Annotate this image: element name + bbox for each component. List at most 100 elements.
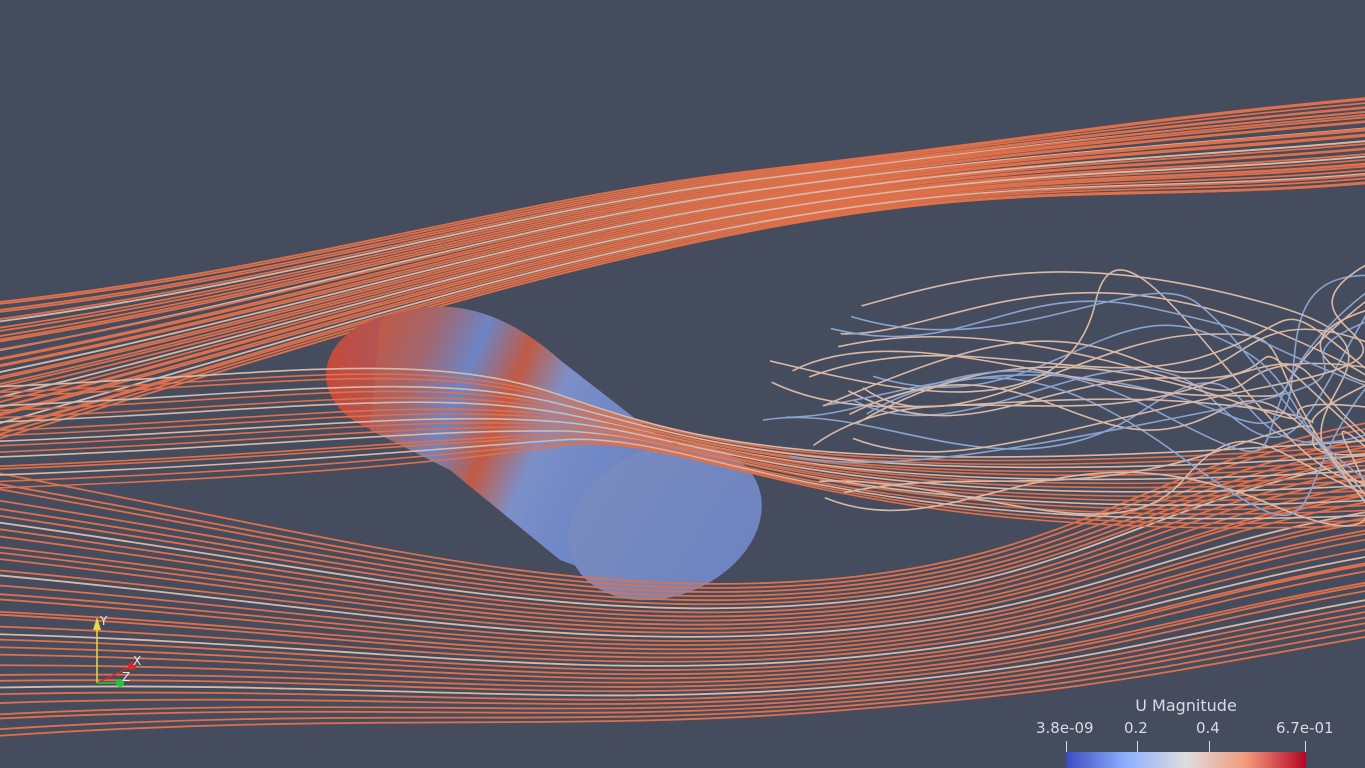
streamline-upper xyxy=(0,182,1365,440)
streamline-wake xyxy=(848,355,1365,442)
x-axis-label: X xyxy=(133,654,142,668)
streamline-lower xyxy=(0,517,1365,643)
streamline-upper xyxy=(0,163,1365,409)
streamline-lower xyxy=(0,616,1365,716)
legend-tick-min: 3.8e-09 xyxy=(1036,719,1094,737)
legend-tick-0-2: 0.2 xyxy=(1124,719,1148,737)
streamline-upper xyxy=(0,155,1365,398)
streamline-wrap xyxy=(0,385,1365,469)
legend-color-bar xyxy=(1066,752,1306,768)
streamline-lower xyxy=(0,494,1365,630)
x-axis-cone xyxy=(128,662,136,670)
legend-tick-0-4: 0.4 xyxy=(1196,719,1220,737)
x-axis-line xyxy=(96,665,133,684)
streamline-lower xyxy=(0,475,1365,618)
streamline-lower xyxy=(0,611,1365,705)
streamline-wrap xyxy=(0,401,1365,481)
streamline-lower xyxy=(0,457,1365,606)
streamline-wake xyxy=(813,363,1365,446)
streamline-upper xyxy=(0,140,1365,368)
streamline-lower xyxy=(0,636,1365,737)
streamline-wrap xyxy=(0,443,1365,529)
streamline-lower xyxy=(0,468,1365,614)
streamline-upper xyxy=(0,165,1365,415)
streamline-lower xyxy=(0,562,1365,671)
streamline-wrap xyxy=(0,417,1365,493)
streamline-upper xyxy=(0,110,1365,329)
streamline-upper xyxy=(0,98,1365,305)
streamline-wake xyxy=(851,292,1365,480)
z-axis-cone xyxy=(116,679,124,687)
streamline-upper xyxy=(0,162,1365,408)
body-end-cap xyxy=(568,443,762,601)
streamline-wrap xyxy=(0,373,1365,462)
streamline-wrap xyxy=(0,435,1365,515)
streamline-lower xyxy=(0,533,1365,655)
streamline-wake xyxy=(866,274,1365,424)
streamlines-background xyxy=(0,97,1365,440)
streamline-wrap xyxy=(0,413,1365,489)
streamline-upper xyxy=(0,181,1365,436)
tick-mark xyxy=(1209,741,1210,752)
streamline-lower xyxy=(0,511,1365,638)
streamline-upper xyxy=(0,127,1365,351)
streamline-wake xyxy=(852,264,1365,453)
legend-tick-max: 6.7e-01 xyxy=(1276,719,1334,737)
tick-mark xyxy=(1137,741,1138,752)
streamline-upper xyxy=(0,153,1365,388)
streamline-upper xyxy=(0,116,1365,337)
streamline-wrap xyxy=(0,440,1365,525)
y-axis-label: Y xyxy=(100,614,108,628)
streamline-upper xyxy=(0,148,1365,385)
streamline-wake xyxy=(824,430,1365,527)
legend-title: U Magnitude xyxy=(1135,696,1237,715)
streamline-wrap xyxy=(0,430,1365,506)
streamline-lower xyxy=(0,538,1365,659)
streamline-lower xyxy=(0,564,1365,676)
streamline-lower xyxy=(0,622,1365,720)
streamline-upper xyxy=(0,158,1365,403)
tick-mark xyxy=(1066,741,1067,752)
streamline-lower xyxy=(0,605,1365,701)
streamline-wake xyxy=(830,300,1365,387)
streamline-wrap xyxy=(0,367,1365,458)
streamline-wrap xyxy=(0,421,1365,498)
streamline-lower xyxy=(0,599,1365,697)
streamline-lower xyxy=(0,581,1365,684)
streamline-lower xyxy=(0,460,1365,610)
streamline-wrap xyxy=(0,377,1365,466)
streamline-upper xyxy=(0,169,1365,417)
streamline-lower xyxy=(0,590,1365,693)
streamline-upper xyxy=(0,177,1365,431)
streamline-lower xyxy=(0,629,1365,731)
streamline-wrap xyxy=(0,426,1365,502)
streamline-upper xyxy=(0,140,1365,373)
streamline-wake xyxy=(823,328,1365,407)
streamline-wrap xyxy=(0,397,1365,477)
streamline-upper xyxy=(0,97,1365,303)
streamline-wake xyxy=(862,333,1365,504)
streamline-wake xyxy=(769,269,1365,484)
streamline-lower xyxy=(0,422,1365,585)
streamline-wake xyxy=(771,381,1365,424)
streamline-lower xyxy=(0,548,1365,663)
streamline-wrap xyxy=(0,438,1365,520)
streamline-wake xyxy=(808,318,1365,378)
streamlines-foreground xyxy=(0,264,1365,737)
streamline-upper xyxy=(0,174,1365,430)
streamline-wake xyxy=(856,366,1365,424)
streamline-upper xyxy=(0,135,1365,366)
streamline-lower xyxy=(0,529,1365,651)
streamline-wake xyxy=(789,321,1365,464)
streamline-lower xyxy=(0,584,1365,688)
streamline-lower xyxy=(0,556,1365,667)
streamline-upper xyxy=(0,147,1365,380)
streamline-upper xyxy=(0,121,1365,343)
streamline-upper xyxy=(0,172,1365,425)
y-axis-arrow xyxy=(93,617,101,630)
streamline-lower xyxy=(0,570,1365,680)
streamline-lower xyxy=(0,521,1365,647)
streamline-upper xyxy=(0,133,1365,361)
